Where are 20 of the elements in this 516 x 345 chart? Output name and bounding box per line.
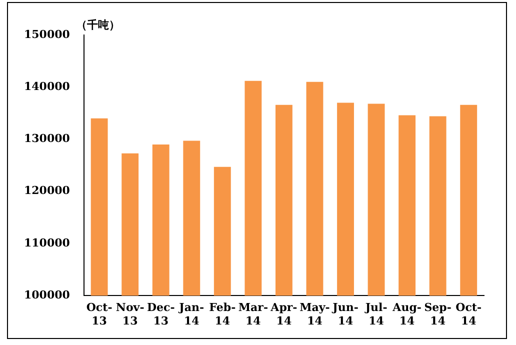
x-tick-label: Apr-14 xyxy=(270,301,298,328)
x-tick-label: Sep-14 xyxy=(424,301,452,328)
y-tick-label: 110000 xyxy=(24,236,70,250)
x-tick-label: Oct-14 xyxy=(456,301,482,328)
x-tick-label: Jun-14 xyxy=(332,301,358,328)
x-tick-label: Jul-14 xyxy=(364,301,388,328)
x-tick-label: Aug-14 xyxy=(392,301,422,328)
x-tick-label: Feb-14 xyxy=(209,301,236,328)
x-tick-label: Dec-13 xyxy=(146,301,175,328)
y-tick-label: 140000 xyxy=(24,80,70,93)
y-tick-label: 130000 xyxy=(24,132,70,146)
x-tick-label: Nov-13 xyxy=(116,301,144,328)
x-tick-label: Oct-13 xyxy=(86,301,112,328)
x-tick-label: Jan-14 xyxy=(178,301,204,328)
x-tick-label: May-14 xyxy=(300,301,330,328)
y-tick-label: 100000 xyxy=(24,288,70,302)
y-tick-label: 150000 xyxy=(24,28,70,41)
y-tick-label: 120000 xyxy=(24,184,70,198)
y-axis-title: （千吨） xyxy=(76,18,120,32)
x-tick-label: Mar-14 xyxy=(238,301,268,328)
